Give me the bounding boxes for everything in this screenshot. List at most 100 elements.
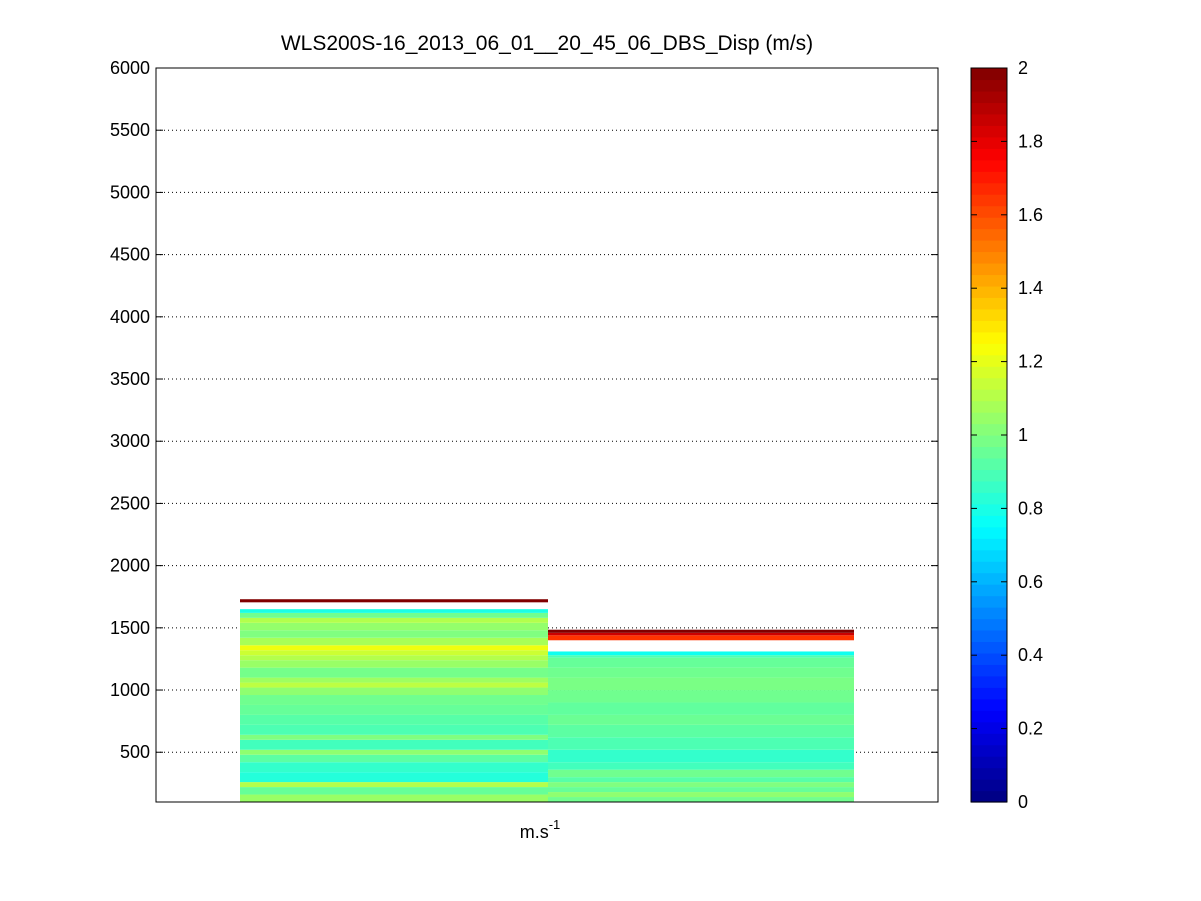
- y-tick-label: 6000: [110, 58, 150, 78]
- colorbar-segment: [971, 285, 1007, 298]
- colorbar-segment: [971, 389, 1007, 402]
- heatmap-cell: [548, 702, 854, 715]
- colorbar-segment: [971, 125, 1007, 138]
- colorbar-segment: [971, 480, 1007, 493]
- colorbar-segment: [971, 308, 1007, 321]
- chart-title: WLS200S-16_2013_06_01__20_45_06_DBS_Disp…: [281, 32, 813, 55]
- colorbar-segment: [971, 629, 1007, 643]
- heatmap-cell: [240, 622, 548, 631]
- colorbar-segment: [971, 102, 1007, 115]
- heatmap-cell: [240, 714, 548, 725]
- colorbar-segment: [971, 400, 1007, 413]
- colorbar-segment: [971, 526, 1007, 539]
- heatmap-cell: [548, 632, 854, 636]
- colorbar-segment: [971, 595, 1007, 608]
- colorbar-segment: [971, 675, 1007, 688]
- colorbar-tick-label: 1.6: [1018, 205, 1043, 225]
- colorbar-segment: [971, 561, 1007, 574]
- y-axis: 500 1000 1500 2000 2500 3000 3500 4000 4500 5000 5…: [110, 58, 938, 762]
- heatmap-cell: [240, 667, 548, 678]
- heatmap-cell: [240, 695, 548, 705]
- colorbar-tick-label: 0.6: [1018, 572, 1043, 592]
- colorbar-segment: [971, 113, 1007, 126]
- heatmap-cell: [548, 797, 854, 802]
- colorbar-segment: [971, 148, 1007, 161]
- heatmap-cell: [548, 657, 854, 668]
- colorbar-segment: [971, 652, 1007, 665]
- heatmap-cell: [548, 769, 854, 778]
- colorbar-segment: [971, 182, 1007, 195]
- colorbar-segment: [971, 618, 1007, 631]
- colorbar-segment: [971, 503, 1007, 516]
- heatmap-cell: [240, 630, 548, 638]
- colorbar-segment: [971, 377, 1007, 390]
- colorbar-segment: [971, 446, 1007, 459]
- colorbar-segment: [971, 744, 1007, 757]
- plot-frame: [155, 67, 939, 803]
- colorbar-tick-label: 0.4: [1018, 645, 1043, 665]
- y-tick-label: 5000: [110, 182, 150, 202]
- colorbar-segment: [971, 767, 1007, 780]
- colorbar-segment: [971, 354, 1007, 367]
- y-tick-label: 3000: [110, 431, 150, 451]
- heatmap-cell: [548, 737, 854, 750]
- heatmap-cell: [548, 782, 854, 788]
- colorbar-tick-label: 1: [1018, 425, 1028, 445]
- colorbar-segment: [971, 217, 1007, 230]
- colorbar-segment: [971, 721, 1007, 734]
- colorbar-segment: [971, 457, 1007, 471]
- colorbar-segment: [971, 262, 1007, 276]
- heatmap-cell: [240, 749, 548, 755]
- heatmap-cell: [240, 682, 548, 688]
- heatmap-cell: [548, 651, 854, 656]
- heatmap-cell: [240, 637, 548, 646]
- colorbar-segment: [971, 779, 1007, 792]
- colorbar-segment: [971, 343, 1007, 356]
- colorbar-segment: [971, 538, 1007, 551]
- colorbar-tick-label: 2: [1018, 58, 1028, 78]
- colorbar-segment: [971, 572, 1007, 585]
- y-tick-label: 4000: [110, 307, 150, 327]
- heatmap-cell: [240, 645, 548, 651]
- colorbar-segment: [971, 205, 1007, 218]
- colorbar-segment: [971, 251, 1007, 264]
- colorbar-segment: [971, 366, 1007, 379]
- colorbar-tick-label: 0: [1018, 792, 1028, 812]
- heatmap-cell: [240, 794, 548, 802]
- colorbar-segment: [971, 331, 1007, 344]
- heatmap-cell: [240, 609, 548, 613]
- colorbar-segment: [971, 297, 1007, 310]
- heatmap-cell: [240, 734, 548, 740]
- colorbar-segment: [971, 171, 1007, 184]
- heatmap-cell: [240, 655, 548, 661]
- colorbar-segment: [971, 274, 1007, 287]
- heatmap-cell: [240, 787, 548, 795]
- colorbar-tick-label: 0.8: [1018, 498, 1043, 518]
- heatmap-cell: [548, 749, 854, 763]
- x-axis-label: m.s-1: [520, 817, 561, 842]
- heatmap-cell: [548, 629, 854, 633]
- colorbar-segment: [971, 733, 1007, 746]
- colorbar-segment: [971, 228, 1007, 241]
- heatmap-cell: [240, 650, 548, 656]
- heatmap-cell: [548, 787, 854, 793]
- heatmap-cell: [240, 617, 548, 623]
- y-tick-label: 1000: [110, 680, 150, 700]
- colorbar-segment: [971, 194, 1007, 207]
- colorbar-tick-label: 0.2: [1018, 719, 1043, 739]
- colorbar-segment: [971, 469, 1007, 482]
- y-tick-label: 5500: [110, 120, 150, 140]
- colorbar-segment: [971, 492, 1007, 505]
- heatmap-cell: [548, 655, 854, 658]
- heatmap-cell: [548, 690, 854, 703]
- colorbar-segment: [971, 68, 1007, 81]
- heatmap-cell: [240, 704, 548, 715]
- heatmap-cell: [548, 792, 854, 798]
- colorbar: 0 0.2 0.4 0.6 0.8 1 1.2 1.4 1.6 1.8 2: [970, 58, 1043, 812]
- heatmap-cell: [548, 762, 854, 770]
- colorbar-segment: [971, 584, 1007, 597]
- y-tick-label: 500: [120, 742, 150, 762]
- colorbar-segment: [971, 240, 1007, 253]
- colorbar-segment: [971, 687, 1007, 700]
- colorbar-segment: [971, 320, 1007, 333]
